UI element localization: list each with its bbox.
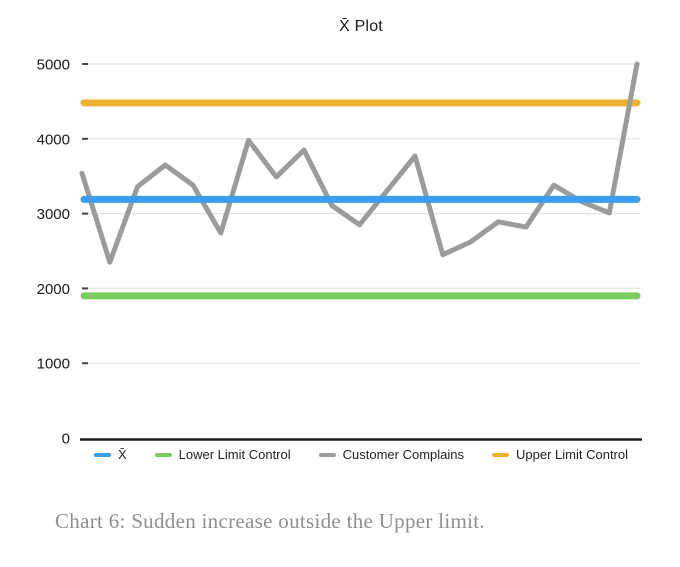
legend-label: Customer Complains — [342, 447, 465, 462]
legend-label: Upper Limit Control — [516, 447, 629, 462]
legend-item-2: Customer Complains — [318, 447, 465, 462]
ytick-label-0: 0 — [62, 431, 70, 448]
legend-item-0: X̄ — [93, 447, 127, 462]
legend-swatch-icon — [93, 452, 111, 457]
ytick-label-4000: 4000 — [37, 131, 70, 148]
ytick-label-5000: 5000 — [37, 57, 70, 74]
chart-legend: X̄ Lower Limit Control Customer Complains U… — [82, 447, 640, 462]
ytick-label-2000: 2000 — [37, 281, 70, 298]
legend-swatch-icon — [318, 452, 336, 457]
ytick-label-1000: 1000 — [37, 356, 70, 373]
legend-label: Lower Limit Control — [178, 447, 291, 462]
series-customer-complains — [79, 61, 640, 265]
legend-swatch-icon — [154, 452, 172, 457]
chart-caption: Chart 6: Sudden increase outside the Upp… — [55, 509, 485, 533]
xbar-control-chart: 0 1000 2000 3000 4000 5000 — [37, 57, 642, 448]
legend-item-3: Upper Limit Control — [492, 447, 628, 462]
legend-item-1: Lower Limit Control — [154, 447, 291, 462]
chart-title: X̄ Plot — [339, 18, 383, 35]
legend-label: X̄ — [117, 447, 127, 462]
ytick-label-3000: 3000 — [37, 206, 70, 223]
legend-swatch-icon — [492, 452, 510, 457]
